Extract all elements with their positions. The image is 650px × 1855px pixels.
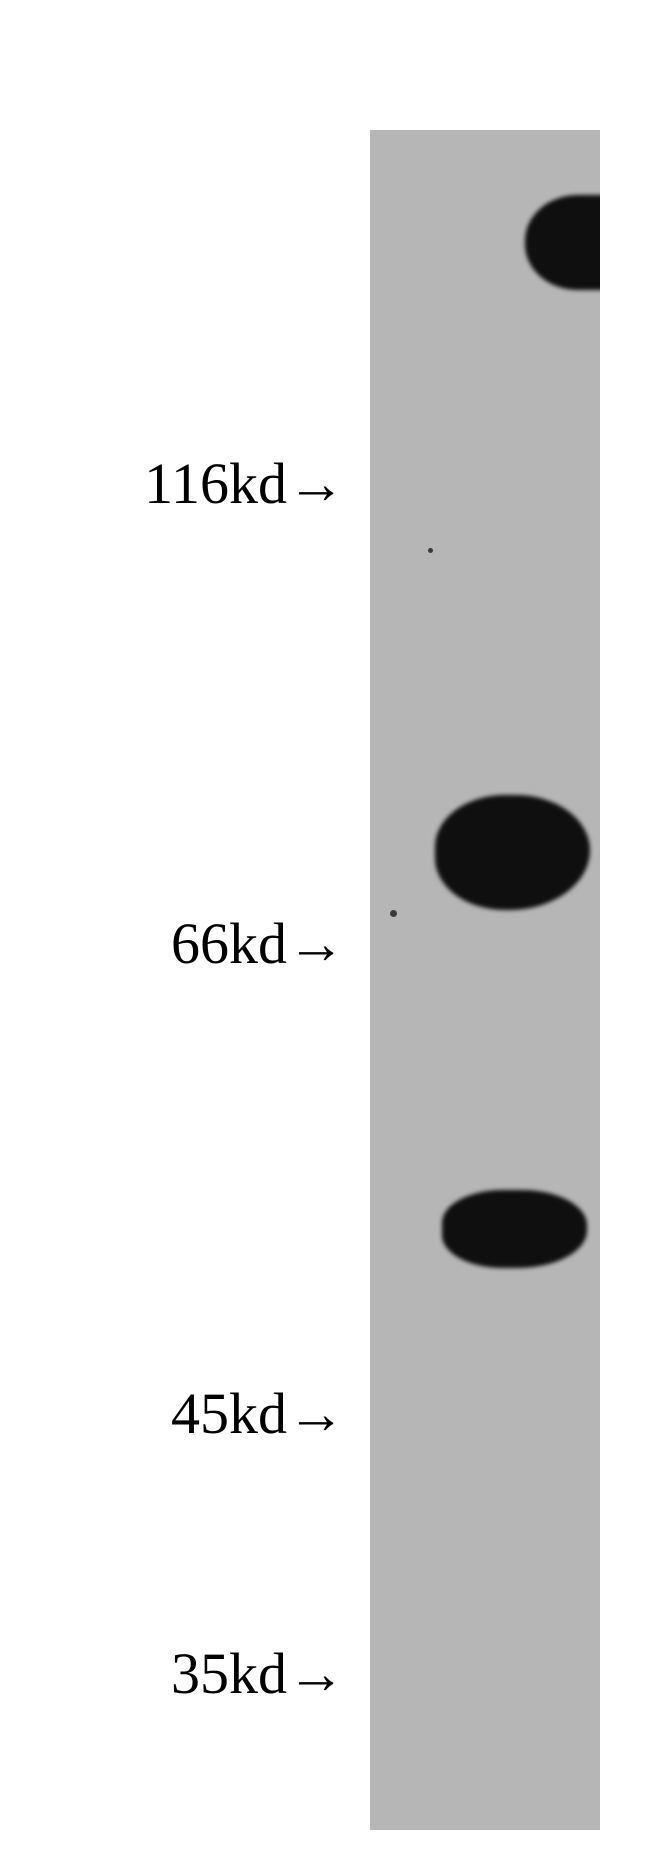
marker-45kd: 45kd→ [40, 1380, 345, 1447]
marker-45kd-text: 45kd→ [171, 1381, 345, 1446]
band-50kd [442, 1190, 587, 1268]
marker-35kd-text: 35kd→ [171, 1641, 345, 1706]
speck-2 [390, 910, 397, 917]
marker-35kd: 35kd→ [40, 1640, 345, 1707]
blot-lane [370, 130, 600, 1830]
marker-66kd: 66kd→ [40, 910, 345, 977]
speck-1 [428, 548, 433, 553]
western-blot-figure: WWW.PTGLAB.COM 116kd→ 66kd→ 45kd→ 35kd→ [0, 0, 650, 1855]
marker-66kd-text: 66kd→ [171, 911, 345, 976]
marker-116kd: 116kd→ [40, 450, 345, 517]
band-72kd [435, 795, 590, 910]
band-top-partial [525, 195, 600, 290]
marker-116kd-text: 116kd→ [144, 451, 345, 516]
